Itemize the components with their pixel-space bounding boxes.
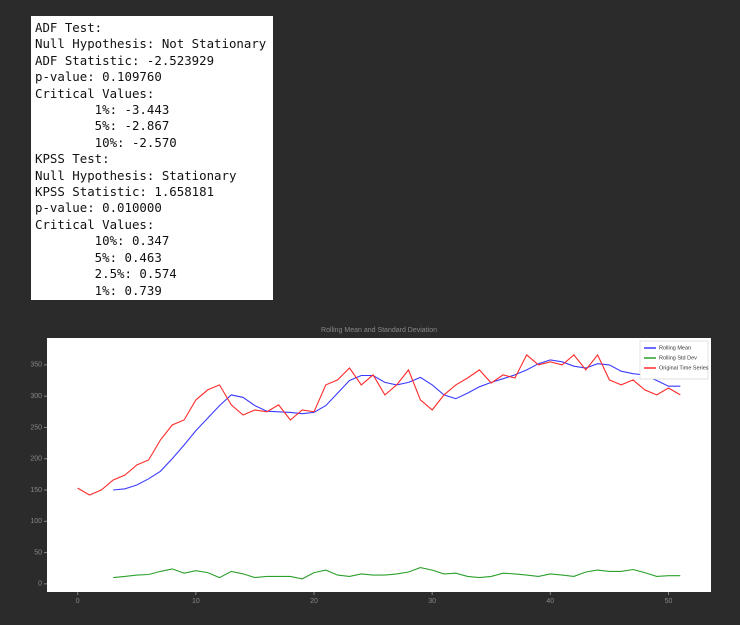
x-tick-label: 30 <box>428 598 436 605</box>
y-tick-label: 200 <box>30 456 42 463</box>
output-line: 1%: 0.739 <box>35 282 162 298</box>
output-line: 1%: -3.443 <box>35 102 170 118</box>
output-line: p-value: 0.109760 <box>35 69 162 85</box>
output-line: KPSS Statistic: 1.658181 <box>35 184 215 200</box>
output-line: p-value: 0.010000 <box>35 200 162 216</box>
output-line: KPSS Test: <box>35 151 110 167</box>
x-tick-label: 50 <box>665 598 673 605</box>
x-tick-label: 20 <box>310 598 318 605</box>
y-tick-label: 250 <box>30 424 42 431</box>
series-line <box>77 353 681 496</box>
output-line: 5%: -2.867 <box>35 118 170 134</box>
x-tick-label: 10 <box>192 598 200 605</box>
output-line: Critical Values: <box>35 85 155 101</box>
y-tick-label: 100 <box>30 518 42 525</box>
y-tick-label: 0 <box>38 581 42 588</box>
x-tick-label: 0 <box>76 598 80 605</box>
output-line: 10%: 0.347 <box>35 233 170 249</box>
legend-label: Original Time Series <box>659 365 709 371</box>
output-line: Null Hypothesis: Not Stationary <box>35 36 267 52</box>
output-line: ADF Test: <box>35 20 103 35</box>
y-tick-label: 350 <box>30 362 42 369</box>
output-line: Critical Values: <box>35 216 155 232</box>
y-tick-label: 300 <box>30 393 42 400</box>
series-line <box>113 567 681 580</box>
y-tick-label: 50 <box>34 549 42 556</box>
output-line: 2.5%: 0.574 <box>35 266 177 282</box>
output-cell: ADF Test: Null Hypothesis: Not Stationary… <box>31 16 273 300</box>
y-tick-label: 150 <box>30 487 42 494</box>
legend-label: Rolling Std Dev <box>659 355 697 361</box>
output-line: ADF Statistic: -2.523929 <box>35 52 215 68</box>
output-line: Null Hypothesis: Stationary <box>35 167 237 183</box>
output-line: 5%: 0.463 <box>35 249 162 265</box>
chart-title: Rolling Mean and Standard Deviation <box>321 327 437 334</box>
x-tick-label: 40 <box>546 598 554 605</box>
plot-area <box>47 338 711 592</box>
output-line: 10%: -2.570 <box>35 134 177 150</box>
legend-label: Rolling Mean <box>659 345 691 351</box>
